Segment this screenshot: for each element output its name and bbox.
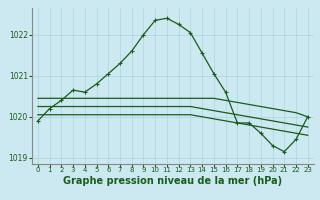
X-axis label: Graphe pression niveau de la mer (hPa): Graphe pression niveau de la mer (hPa)	[63, 176, 282, 186]
